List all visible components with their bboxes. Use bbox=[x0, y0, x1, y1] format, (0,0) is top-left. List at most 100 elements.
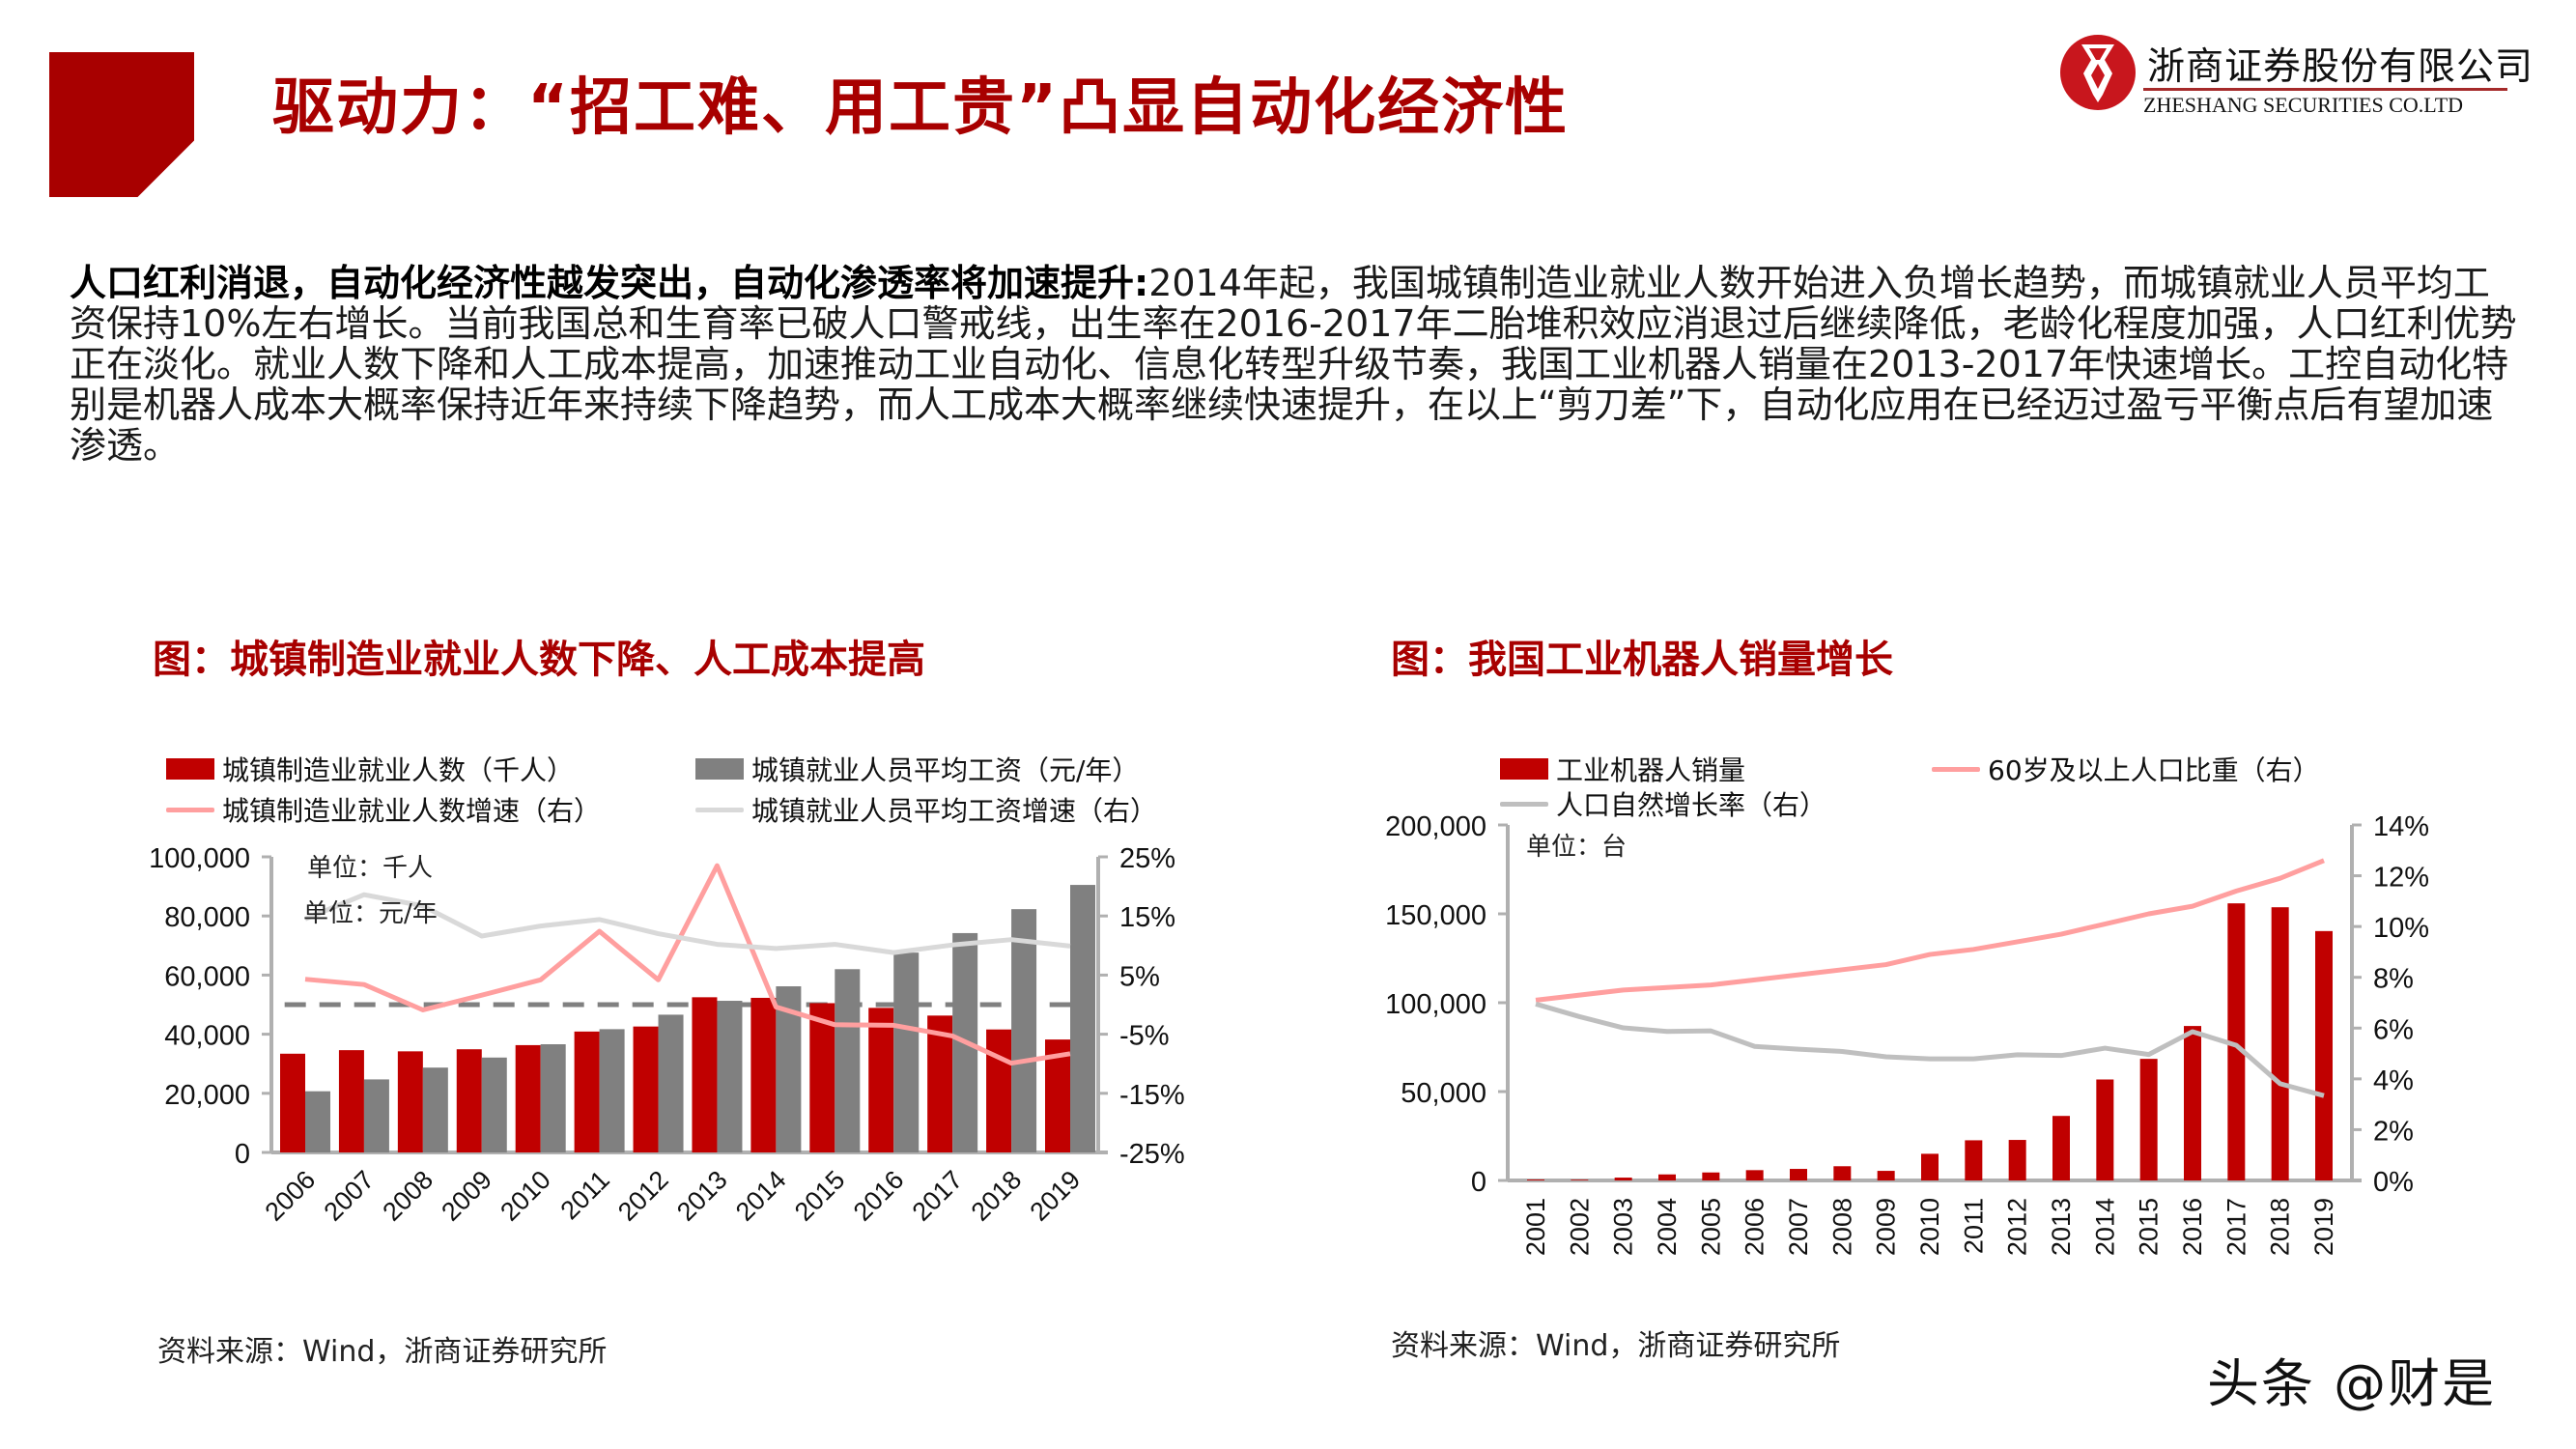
bar-2016 bbox=[868, 1008, 894, 1152]
bar-2009 bbox=[481, 1057, 507, 1152]
intro-paragraph: 人口红利消退，自动化经济性越发突出，自动化渗透率将加速提升:2014年起，我国城… bbox=[70, 263, 2523, 466]
intro-body: 2014年起，我国城镇制造业就业人数开始进入负增长趋势，而城镇就业人员平均工资保… bbox=[70, 262, 2517, 467]
y-tick-label-left: 40,000 bbox=[164, 1021, 250, 1052]
bar-2013 bbox=[2052, 1116, 2070, 1180]
y-tick-label-right: -25% bbox=[1119, 1139, 1185, 1170]
bar-2005 bbox=[1702, 1172, 1720, 1180]
bar-2018 bbox=[986, 1029, 1012, 1152]
bar-2007 bbox=[338, 1050, 364, 1152]
bar-2011 bbox=[1965, 1140, 1983, 1180]
page-title: 驱动力：“招工难、用工贵”凸显自动化经济性 bbox=[272, 72, 1570, 144]
bar-2018 bbox=[1011, 909, 1037, 1152]
y-tick-label-right: 4% bbox=[2373, 1065, 2414, 1096]
bar-2009 bbox=[456, 1049, 482, 1152]
bar-2019 bbox=[1070, 885, 1095, 1152]
logo-emblem-icon bbox=[2060, 35, 2136, 110]
legend-swatch-pink-line bbox=[1932, 766, 1980, 772]
y-tick-label-left: 20,000 bbox=[164, 1080, 250, 1111]
bar-2014 bbox=[750, 997, 777, 1152]
line-series-2 bbox=[1535, 1001, 2325, 1098]
y-tick-label-right: 10% bbox=[2373, 913, 2429, 944]
chart1-unit-wage: 单位：元/年 bbox=[303, 899, 438, 928]
bar-2016 bbox=[2184, 1026, 2201, 1180]
chart2-plot: 200,000 150,000 100,000 50,000 0 14% 12% 10% 8% 6… bbox=[1385, 811, 2429, 1256]
y-tick-label-left: 50,000 bbox=[1401, 1078, 1486, 1109]
x-tick-label: 2008 bbox=[1827, 1198, 1856, 1256]
line-series-2 bbox=[304, 892, 1071, 955]
line-series-1 bbox=[1535, 858, 2325, 1003]
bar-2015 bbox=[835, 969, 861, 1152]
x-tick-label: 2017 bbox=[2222, 1198, 2250, 1256]
y-tick-label-left: 100,000 bbox=[149, 843, 250, 874]
y-tick-label-left: 60,000 bbox=[164, 961, 250, 992]
y-tick-label-right: 0% bbox=[2373, 1167, 2414, 1198]
bar-2013 bbox=[692, 997, 718, 1152]
bar-2008 bbox=[1833, 1166, 1852, 1180]
bar-2014 bbox=[2096, 1079, 2114, 1180]
legend-swatch-red-bar bbox=[166, 758, 214, 780]
chart1-plot: 100,000 80,000 60,000 40,000 20,000 0 25% 15% 5%… bbox=[149, 843, 1185, 1227]
chart1-source: 资料来源：Wind，浙商证券研究所 bbox=[157, 1335, 608, 1369]
logo-name-cn: 浙商证券股份有限公司 bbox=[2147, 45, 2534, 89]
bar-2001 bbox=[1527, 1179, 1544, 1180]
x-tick-label: 2002 bbox=[1565, 1198, 1594, 1256]
bar-2009 bbox=[1877, 1171, 1895, 1180]
y-tick-label-right: -15% bbox=[1119, 1080, 1185, 1111]
bar-2006 bbox=[280, 1053, 305, 1152]
intro-lead: 人口红利消退，自动化经济性越发突出，自动化渗透率将加速提升: bbox=[70, 262, 1149, 304]
chart1-legend-wage-growth: 城镇就业人员平均工资增速（右） bbox=[695, 790, 1157, 829]
legend-swatch-grey-bar bbox=[695, 758, 744, 780]
y-tick-label-right: 8% bbox=[2373, 964, 2414, 995]
chart2-legend-robot-sales: 工业机器人销量 bbox=[1500, 750, 1745, 788]
y-tick-label-left: 150,000 bbox=[1385, 900, 1486, 931]
bar-2010 bbox=[540, 1044, 566, 1152]
bar-2007 bbox=[1790, 1169, 1807, 1180]
bar-2011 bbox=[574, 1031, 600, 1152]
x-tick-label: 2011 bbox=[1959, 1198, 1988, 1254]
y-tick-label-right: 25% bbox=[1119, 843, 1175, 874]
x-tick-label: 2019 bbox=[2309, 1198, 2338, 1256]
chart2-legend-natural-growth: 人口自然增长率（右） bbox=[1500, 784, 1826, 823]
bar-2007 bbox=[363, 1079, 389, 1152]
x-tick-label: 2013 bbox=[2047, 1198, 2076, 1256]
y-tick-label-left: 80,000 bbox=[164, 902, 250, 933]
y-tick-label-left: 0 bbox=[1471, 1167, 1486, 1198]
chart1-legend-employment: 城镇制造业就业人数（千人） bbox=[166, 750, 574, 788]
x-tick-label: 2018 bbox=[2266, 1198, 2295, 1256]
chart2-title: 图：我国工业机器人销量增长 bbox=[1391, 638, 1893, 682]
y-tick-label-left: 100,000 bbox=[1385, 989, 1486, 1020]
chart1-unit-people: 单位：千人 bbox=[307, 854, 434, 883]
bar-2011 bbox=[599, 1029, 625, 1152]
watermark: 头条 @财是 bbox=[2207, 1353, 2497, 1414]
legend-swatch-red-bar bbox=[1500, 758, 1548, 780]
y-tick-label-left: 200,000 bbox=[1385, 811, 1486, 842]
y-tick-label-right: 15% bbox=[1119, 902, 1175, 933]
company-logo: 浙商证券股份有限公司 ZHESHANG SECURITIES CO.LTD bbox=[2058, 35, 2541, 122]
bar-2018 bbox=[2271, 907, 2289, 1180]
legend-swatch-lightgrey-line bbox=[695, 807, 744, 812]
y-tick-label-right: 2% bbox=[2373, 1116, 2414, 1147]
bar-2010 bbox=[1921, 1153, 1939, 1180]
bar-2015 bbox=[2139, 1059, 2158, 1180]
bar-2004 bbox=[1658, 1174, 1676, 1180]
bar-2012 bbox=[658, 1014, 684, 1152]
chart1-legend-employment-growth: 城镇制造业就业人数增速（右） bbox=[166, 790, 601, 829]
line-series-1 bbox=[304, 863, 1071, 1066]
x-tick-label: 2016 bbox=[2178, 1198, 2207, 1256]
y-tick-label-right: 5% bbox=[1119, 961, 1160, 992]
x-tick-label: 2014 bbox=[2090, 1198, 2119, 1256]
bar-2002 bbox=[1571, 1179, 1589, 1180]
x-tick-label: 2003 bbox=[1609, 1198, 1638, 1256]
bar-2013 bbox=[717, 1001, 743, 1152]
bar-2008 bbox=[422, 1067, 448, 1152]
y-tick-label-right: 6% bbox=[2373, 1014, 2414, 1045]
x-tick-label: 2015 bbox=[2135, 1198, 2164, 1256]
chart2-source: 资料来源：Wind，浙商证券研究所 bbox=[1391, 1329, 1841, 1363]
bar-2016 bbox=[893, 952, 920, 1152]
chart1-legend-wage: 城镇就业人员平均工资（元/年） bbox=[695, 750, 1139, 788]
legend-swatch-pink-line bbox=[166, 807, 214, 812]
bar-2019 bbox=[2315, 930, 2333, 1180]
legend-swatch-grey-line bbox=[1500, 801, 1548, 807]
y-tick-label-left: 0 bbox=[235, 1139, 250, 1170]
x-tick-label: 2009 bbox=[1872, 1198, 1901, 1256]
